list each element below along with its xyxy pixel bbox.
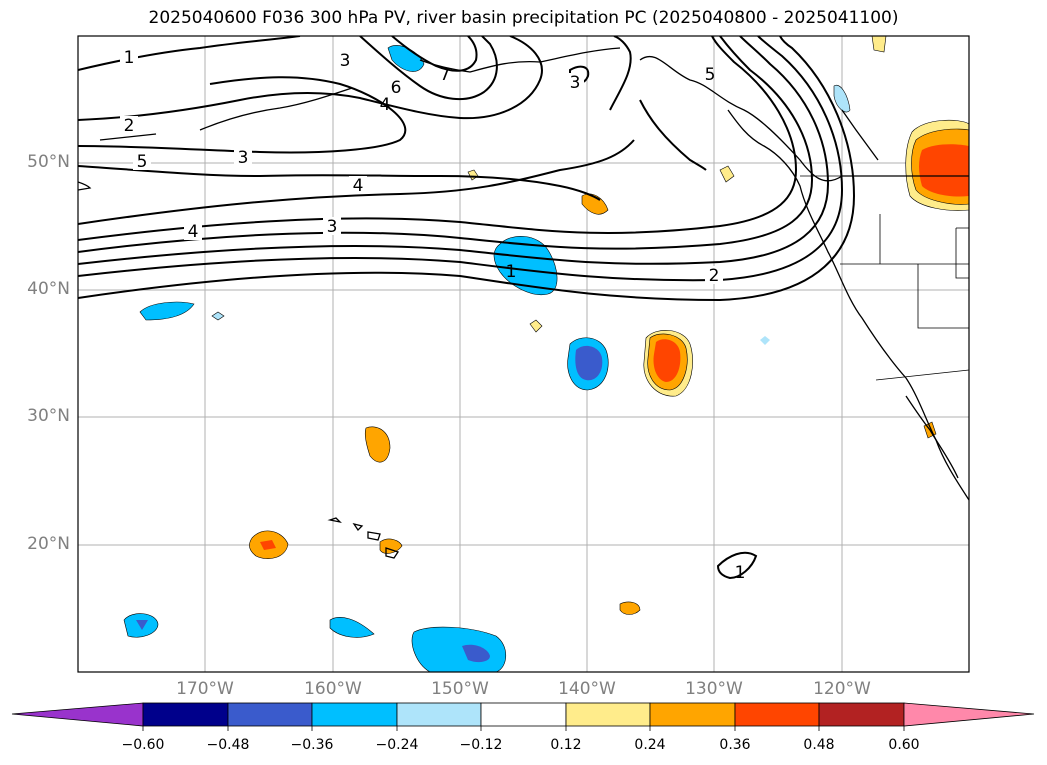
contour-label: 1 (735, 563, 746, 583)
contour-label: 3 (238, 148, 249, 168)
precip-blob-neg-57n (387, 45, 425, 72)
precip-blob-pos-59n (871, 36, 887, 53)
precip-blob-neg-38n (139, 301, 195, 321)
contour-label: 1 (124, 48, 135, 68)
contour-label: 4 (188, 222, 199, 242)
colorbar (11, 702, 1035, 731)
precip-blob-neg-13n-core (462, 644, 490, 663)
colorbar-segment (227, 702, 313, 727)
colorbar-tick-label: −0.12 (459, 737, 503, 753)
contour-label: 4 (353, 176, 364, 196)
contour-label: 3 (570, 73, 581, 93)
precip-blob-pos-28n (364, 426, 391, 463)
colorbar-tick-label: −0.36 (290, 737, 334, 753)
colorbar-segment (734, 702, 820, 727)
precip-blob-pos-20n-west-core (260, 540, 276, 550)
precip-blob-neg-14n-west-core (136, 620, 148, 630)
colorbar-tick-label: 0.12 (550, 737, 582, 753)
precip-blob-pos-46n (581, 193, 609, 215)
lat-label-40n: 40°N (27, 279, 70, 299)
colorbar-extend-high (903, 702, 1035, 727)
colorbar-tick-label: −0.48 (206, 737, 250, 753)
contour-label: 2 (124, 116, 135, 136)
contour-label: 3 (327, 217, 338, 237)
colorbar-tick-label: 0.60 (888, 737, 920, 753)
lon-label-150w: 150°W (431, 679, 489, 699)
contour-label: 6 (391, 78, 402, 98)
precip-blob-neg-13n (411, 626, 507, 672)
coastlines (78, 47, 969, 559)
precip-blob-pos-20n-hawaii (379, 538, 403, 554)
contour-label: 5 (137, 152, 148, 172)
colorbar-segment (565, 702, 651, 727)
colorbar-segment (396, 702, 482, 727)
lat-label-50n: 50°N (27, 152, 70, 172)
precip-blob-neg-dot-36n (760, 336, 770, 345)
precip-anomaly-shading (123, 36, 969, 672)
contour-label: 3 (340, 51, 351, 71)
lat-label-20n: 20°N (27, 534, 70, 554)
precip-blob-neg-dot-38n (211, 311, 225, 321)
lon-label-160w: 160°W (304, 679, 362, 699)
contour-label: 2 (709, 266, 720, 286)
precip-blob-neg-55n (833, 84, 851, 113)
lon-label-130w: 130°W (685, 679, 743, 699)
lon-label-170w: 170°W (176, 679, 234, 699)
plot-frame (77, 35, 970, 673)
precip-blob-pos-49n-coast (719, 165, 735, 183)
precip-blob-neg-central (493, 236, 558, 296)
colorbar-segment (480, 702, 567, 727)
precip-blob-pos-15n (619, 601, 641, 615)
precip-blob-pos-48n (467, 169, 479, 181)
contour-label: 4 (380, 95, 391, 115)
precip-blob-pos-34n-core (653, 339, 681, 382)
colorbar-tick-label: −0.60 (121, 737, 165, 753)
precip-blob-pos-37n (529, 319, 543, 333)
colorbar-tick-label: 0.36 (719, 737, 751, 753)
colorbar-segment (649, 702, 736, 727)
colorbar-segment (818, 702, 905, 727)
lon-label-140w: 140°W (558, 679, 616, 699)
colorbar-segment (142, 702, 229, 727)
contour-label: 1 (506, 262, 517, 282)
gridlines (78, 36, 969, 672)
colorbar-tick-label: −0.24 (375, 737, 419, 753)
colorbar-tick-label: 0.48 (803, 737, 835, 753)
lat-label-30n: 30°N (27, 406, 70, 426)
contour-labels: 1 2 5 3 4 4 3 1 2 3 6 4 7 5 3 1 (120, 48, 745, 583)
precip-blob-neg-14n-mid (329, 617, 375, 638)
precip-blob-neg-34n-core (575, 345, 603, 381)
colorbar-tick-label: 0.24 (634, 737, 666, 753)
map-title: 2025040600 F036 300 hPa PV, river basin … (148, 8, 899, 28)
contour-label: 7 (440, 65, 451, 85)
precip-blob-pos-inland-core (919, 144, 969, 197)
pv-contours (78, 36, 856, 580)
lon-label-120w: 120°W (813, 679, 871, 699)
contour-label: 5 (705, 65, 716, 85)
colorbar-extend-low (11, 702, 144, 727)
colorbar-segment (311, 702, 398, 727)
